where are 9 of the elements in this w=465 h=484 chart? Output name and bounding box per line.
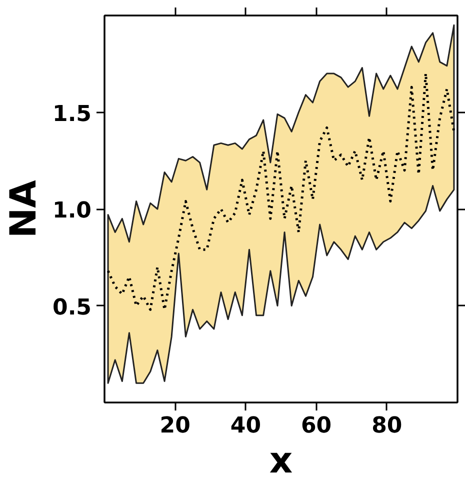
y-tick-label: 0.5	[52, 295, 92, 320]
x-tick-label: 20	[160, 414, 190, 438]
x-tick-label: 80	[372, 414, 402, 438]
y-axis-title: NA	[4, 180, 45, 238]
x-tick-label: 60	[300, 414, 332, 438]
y-tick-label: 1.5	[52, 102, 92, 127]
x-axis-title: x	[269, 440, 293, 482]
x-tick-label: 40	[230, 414, 262, 438]
y-tick-label: 1.0	[52, 198, 92, 224]
